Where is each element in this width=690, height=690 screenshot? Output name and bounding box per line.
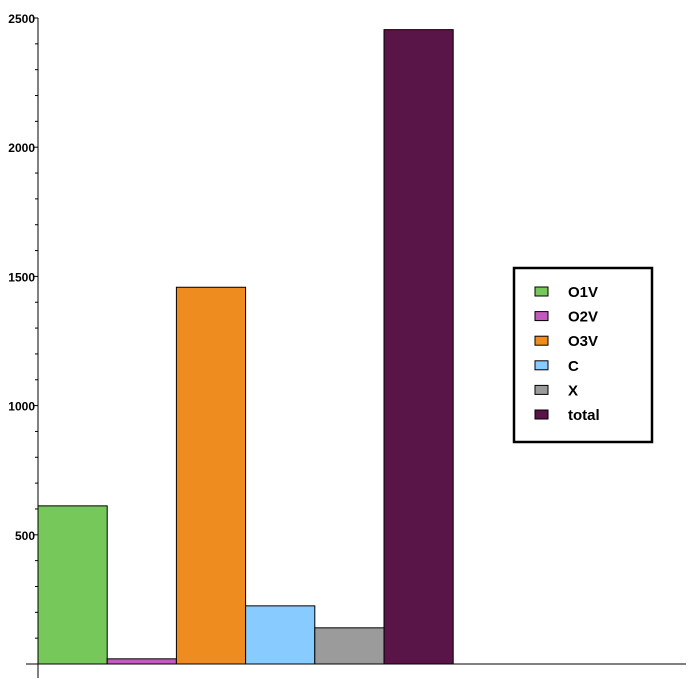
legend-swatch-x (534, 384, 549, 395)
y-tick-label: 1000 (8, 400, 35, 414)
y-ticks-group: 500 1000 1500 2000 2500 (8, 12, 38, 639)
legend-swatch-o3v (534, 335, 549, 346)
y-tick-label: 500 (15, 529, 35, 543)
legend-label-total: total (568, 407, 600, 424)
bar-o3v (175, 286, 247, 665)
legend-label-o2v: O2V (568, 309, 598, 326)
legend-swatch-o1v (534, 286, 549, 297)
bar-x (314, 627, 385, 665)
y-tick-label: 1500 (8, 270, 35, 284)
bars-group (37, 29, 454, 665)
legend-label-o1v: O1V (568, 284, 598, 301)
y-tick-label: 2000 (8, 141, 35, 155)
axes-group (26, 18, 686, 678)
bar-c (245, 605, 316, 665)
legend-label-c: C (568, 358, 579, 375)
legend-swatch-c (534, 360, 549, 371)
legend-label-o3v: O3V (568, 333, 598, 350)
legend-label-x: X (568, 382, 578, 399)
bar-total (383, 29, 454, 665)
bar-o2v (106, 658, 177, 665)
y-tick-label: 2500 (8, 12, 35, 26)
legend-swatch-total (534, 409, 549, 420)
legend-frame (512, 266, 654, 444)
bar-o1v (37, 505, 108, 665)
legend-swatch-o2v (534, 311, 549, 322)
